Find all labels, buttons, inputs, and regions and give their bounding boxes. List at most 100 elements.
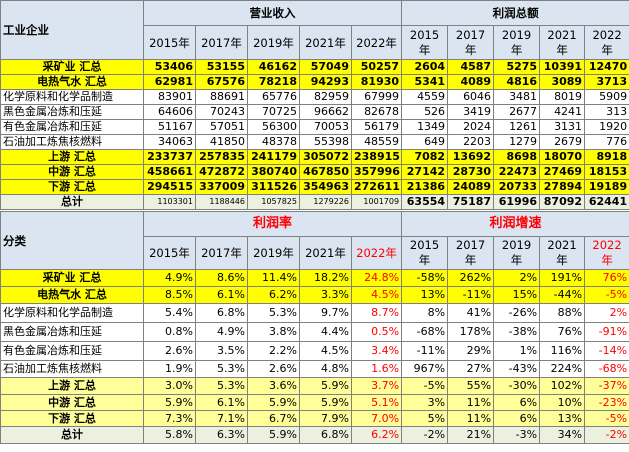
header-row: 分类 利润率 利润增速 [0,211,629,270]
profit-cell: 27469 [539,164,586,180]
revenue-cell: 1188446 [195,194,248,210]
row-label: 总计 [0,426,144,444]
profit-cell: 4816 [493,74,541,90]
row-label: 石油加工炼焦核燃料 [0,360,144,378]
row-label: 有色金属冶炼和压延 [0,119,144,135]
row-label: 电热气水 汇总 [0,286,144,304]
profit-cell: 2024 [447,119,495,135]
growth-cell: 15% [493,286,541,304]
margin-cell: 3.6% [247,377,300,395]
margin-cell: 0.5% [350,322,403,342]
margin-cell: 5.3% [195,360,248,378]
row-label: 下游 汇总 [0,179,144,195]
growth-cell: 13% [401,286,449,304]
growth-cell: 6% [493,394,541,411]
growth-cell: 224% [539,360,586,378]
growth-cell: 76% [539,322,586,342]
margin-cell: 0.8% [143,322,196,342]
growth-cell: -68% [401,322,449,342]
profit-cell: 3713 [584,74,629,90]
table-row: 化学原料和化学品制造 83901 88691 65776 82959 67999 4559 6… [0,89,629,105]
margin-cell: 4.9% [195,322,248,342]
profit-cell: 27894 [539,179,586,195]
margin-cell: 18.2% [299,269,352,287]
margin-cell: 8.5% [143,286,196,304]
profit-cell: 22473 [493,164,541,180]
revenue-cell: 257835 [195,149,248,165]
corner-label: 工业企业 [0,0,144,60]
margin-cell: 8.7% [350,303,403,323]
table-row: 化学原料和化学品制造 5.4% 6.8% 5.3% 9.7% 8.7% 8% 41% -26% 8… [0,303,629,323]
margin-cell: 3.4% [350,341,403,361]
profit-cell: 61996 [493,194,541,210]
profit-cell: 24089 [447,179,495,195]
revenue-cell: 56300 [247,119,300,135]
revenue-cell: 82959 [299,89,352,105]
year-number: 2015 [409,238,440,252]
revenue-group-header: 营业收入 [142,0,403,26]
row-label: 黑色金属冶炼和压延 [0,104,144,120]
revenue-cell: 78218 [247,74,300,90]
year-number: 2021 [547,27,577,42]
revenue-cell: 88691 [195,89,248,105]
table-row: 石油加工炼焦核燃料 34063 41850 48378 55398 48559 649 220… [0,134,629,150]
year-number: 2015 [409,27,440,42]
margin-cell: 6.2% [350,426,403,444]
year-header-row: 2015年 2017年 2019年 2021年 2022年 2015 年 2017 年 2019 年… [0,25,629,60]
growth-cell: -37% [584,377,629,395]
margin-cell: 2.6% [143,341,196,361]
growth-cell: 10% [539,394,586,411]
year-number: 2017 [455,27,486,42]
profit-cell: 8918 [584,149,629,165]
growth-cell: -2% [401,426,449,444]
year-number: 2017 [455,238,486,252]
growth-cell: 116% [539,341,586,361]
row-label: 下游 汇总 [0,410,144,427]
margin-cell: 6.2% [247,286,300,304]
row-label: 化学原料和化学品制造 [0,303,144,323]
table-row: 采矿业 汇总 53406 53155 46162 57049 50257 2604 4587 5… [0,59,629,75]
revenue-cell: 64606 [143,104,196,120]
revenue-cell: 380740 [247,164,300,180]
table-row: 有色金属冶炼和压延 51167 57051 56300 70053 56179 1349 20… [0,119,629,135]
margin-cell: 6.3% [195,426,248,444]
year-header: 2017年 [195,236,248,270]
growth-cell: -26% [493,303,541,323]
table-row: 总计 5.8% 6.3% 5.9% 6.8% 6.2% -2% 21% -3% 34% -2% [0,426,629,444]
revenue-cell: 1279226 [299,194,352,210]
margin-cell: 5.8% [143,426,196,444]
table-row: 中游 汇总 5.9% 6.1% 5.9% 5.9% 5.1% 3% 11% 6% 10% -23% [0,394,629,411]
growth-cell: 11% [447,410,495,427]
growth-cell: -11% [447,286,495,304]
header-row: 工业企业 营业收入 利润总额 [0,0,629,60]
margin-cell: 3.5% [195,341,248,361]
profit-cell: 3419 [447,104,495,120]
margin-cell: 5.3% [195,377,248,395]
year-number: 2022 [592,238,622,252]
year-header: 2015年 [143,25,196,60]
growth-cell: 29% [447,341,495,361]
margin-cell: 5.1% [350,394,403,411]
revenue-cell: 70725 [247,104,300,120]
revenue-cell: 70053 [299,119,352,135]
margin-cell: 6.8% [299,426,352,444]
profit-cell: 8019 [539,89,586,105]
row-label: 中游 汇总 [0,164,144,180]
year-number: 2022 [592,27,622,42]
profit-cell: 776 [584,134,629,150]
revenue-cell: 458661 [143,164,196,180]
growth-cell: 178% [447,322,495,342]
profit-cell: 2203 [447,134,495,150]
profit-cell: 5909 [584,89,629,105]
margin-cell: 4.4% [299,322,352,342]
revenue-cell: 467850 [299,164,352,180]
revenue-cell: 1001709 [350,194,403,210]
year-number: 2021 [547,238,577,252]
profit-cell: 63554 [401,194,449,210]
profit-cell: 4559 [401,89,449,105]
profit-cell: 18153 [584,164,629,180]
growth-cell: -44% [539,286,586,304]
growth-cell: 27% [447,360,495,378]
